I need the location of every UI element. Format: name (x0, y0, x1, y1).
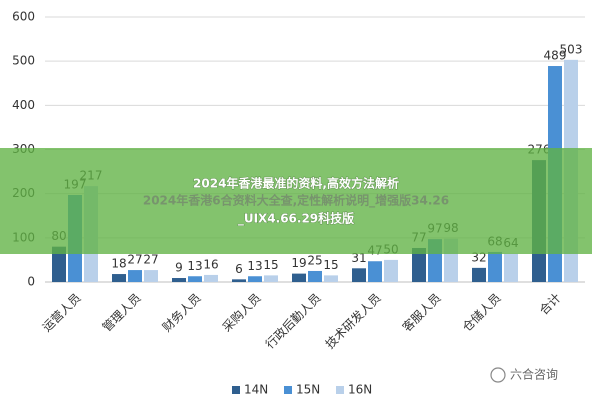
bar (412, 247, 426, 282)
data-label: 25 (307, 253, 322, 267)
bar (232, 279, 246, 282)
data-label: 9 (175, 261, 183, 275)
bar (128, 270, 142, 282)
overlay: 2024年香港6合资料大全查,定性解析说明_增强版34.26 2024年香港最准的… (0, 148, 592, 383)
data-label: 27 (143, 253, 158, 267)
watermark-icon (490, 367, 506, 383)
legend-swatch (284, 386, 292, 394)
bar (308, 270, 322, 282)
data-label: 16 (203, 257, 218, 271)
legend-label: 15N (296, 383, 320, 397)
bar (324, 275, 338, 282)
y-tick-label: 600 (12, 10, 35, 24)
bar (172, 278, 186, 282)
bar (248, 276, 262, 282)
y-tick-label: 0 (27, 275, 35, 289)
bar (188, 276, 202, 282)
y-tick-label: 400 (12, 98, 35, 112)
watermark: 六合咨询 (510, 367, 558, 382)
bar (472, 267, 486, 282)
legend-label: 14N (244, 383, 268, 397)
legend-swatch (232, 386, 240, 394)
bar (504, 253, 518, 282)
banner-title: 2024年香港最准的资料,高效方法解析 (193, 176, 399, 191)
data-label: 13 (247, 259, 262, 273)
bar (384, 259, 398, 282)
data-label: 503 (560, 42, 583, 56)
bar (488, 251, 502, 282)
y-tick-label: 500 (12, 54, 35, 68)
banner (0, 148, 592, 254)
bar (52, 246, 66, 282)
data-label: 19 (291, 256, 306, 270)
bar (204, 274, 218, 282)
data-label: 15 (263, 258, 278, 272)
bar (264, 275, 278, 282)
data-label: 6 (235, 262, 243, 276)
bar (112, 274, 126, 282)
banner-title: _UIX4.66.29科技版 (238, 211, 354, 227)
banner-caption: 2024年香港6合资料大全查,定性解析说明_增强版34.26 (143, 193, 449, 209)
data-label: 489 (544, 49, 567, 63)
bar (144, 270, 158, 282)
data-label: 18 (111, 257, 126, 271)
data-label: 13 (187, 259, 202, 273)
bar (352, 268, 366, 282)
legend-label: 16N (348, 383, 372, 397)
legend-swatch (336, 386, 344, 394)
data-label: 31 (351, 251, 366, 265)
data-label: 15 (323, 258, 338, 272)
bar (292, 273, 306, 282)
data-label: 27 (127, 253, 142, 267)
bar (368, 261, 382, 282)
